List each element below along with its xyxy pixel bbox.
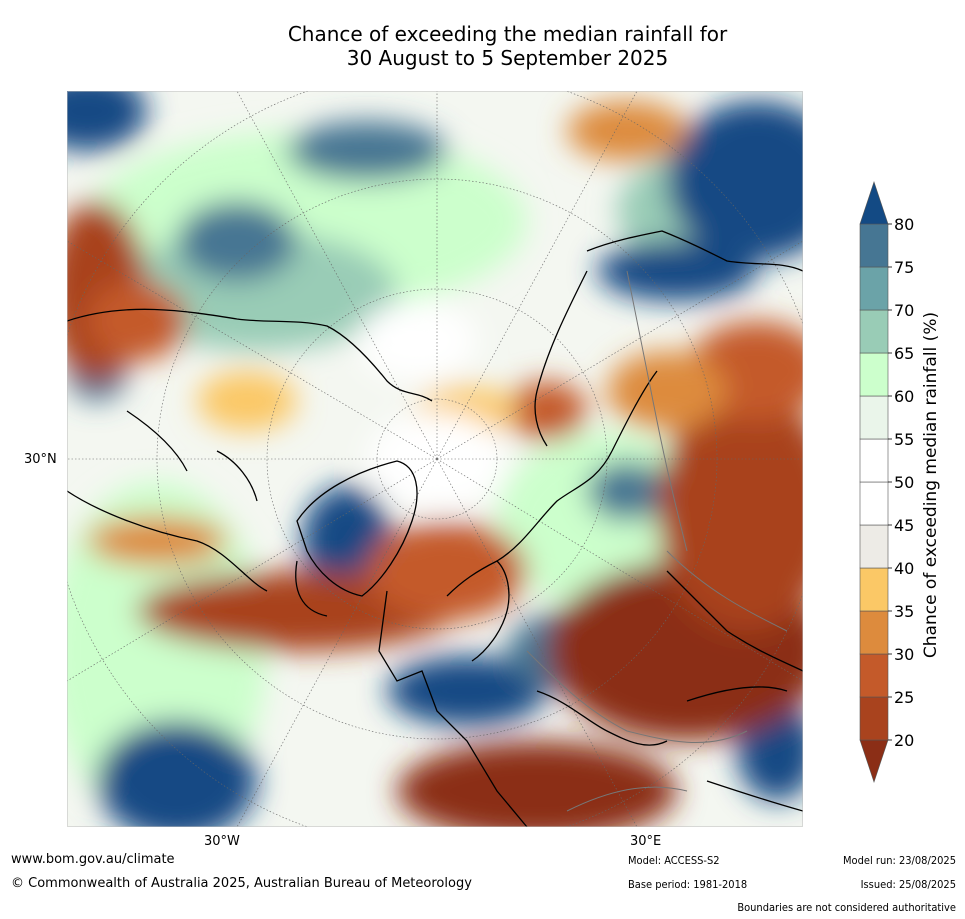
lon-label-30w: 30°W [204, 834, 240, 849]
colorbar-tick-65: 65 [894, 344, 914, 363]
colorbar-bin-55-60 [859, 395, 889, 440]
footer-issued: Issued: 25/08/2025 [860, 878, 956, 891]
colorbar-bin-20-25 [859, 696, 889, 741]
footer-disclaimer: Boundaries are not considered authoritat… [737, 901, 956, 914]
coastlines [67, 230, 803, 827]
colorbar-tick-25: 25 [894, 688, 914, 707]
colorbar-bin-45-50 [859, 481, 889, 526]
map-title: Chance of exceeding the median rainfall … [150, 22, 865, 70]
colorbar-bin-35-40 [859, 567, 889, 612]
footer-model-run: Model run: 23/08/2025 [843, 854, 956, 867]
colorbar-tick-40: 40 [894, 559, 914, 578]
colorbar-tick-50: 50 [894, 473, 914, 492]
colorbar-tick-20: 20 [894, 731, 914, 750]
colorbar-bin-40-45 [859, 524, 889, 569]
colorbar-tick-30: 30 [894, 645, 914, 664]
colorbar-bin-gt80 [859, 181, 889, 225]
title-line-1: Chance of exceeding the median rainfall … [287, 22, 728, 46]
colorbar-tick-75: 75 [894, 258, 914, 277]
colorbar-bin-70-75 [859, 266, 889, 311]
probability-field [67, 91, 803, 827]
colorbar-legend: 20 25 30 35 40 45 50 55 60 65 70 75 80 Chance of exc… [859, 181, 941, 783]
colorbar-bin-30-35 [859, 610, 889, 655]
colorbar-bin-65-70 [859, 309, 889, 354]
colorbar-tick-70: 70 [894, 301, 914, 320]
colorbar-tick-35: 35 [894, 602, 914, 621]
colorbar-bin-60-65 [859, 352, 889, 397]
footer-copyright: © Commonwealth of Australia 2025, Austra… [11, 876, 472, 891]
colorbar-bin-25-30 [859, 653, 889, 698]
colorbar-tick-45: 45 [894, 516, 914, 535]
footer-model: Model: ACCESS-S2 [628, 854, 720, 867]
colorbar-tick-60: 60 [894, 387, 914, 406]
colorbar-tick-80: 80 [894, 215, 914, 234]
footer-website: www.bom.gov.au/climate [11, 852, 175, 867]
colorbar-bin-lt20 [859, 739, 889, 783]
lon-label-30e: 30°E [630, 834, 662, 849]
colorbar-label: Chance of exceeding median rainfall (%) [921, 312, 941, 658]
title-line-2: 30 August to 5 September 2025 [346, 46, 669, 70]
lat-label-30n: 30°N [24, 452, 57, 467]
colorbar-bin-50-55 [859, 438, 889, 483]
colorbar-bin-75-80 [859, 223, 889, 268]
rainfall-probability-map [67, 91, 803, 827]
political-boundaries [526, 270, 788, 812]
colorbar-tick-55: 55 [894, 430, 914, 449]
footer-base-period: Base period: 1981-2018 [628, 878, 748, 891]
